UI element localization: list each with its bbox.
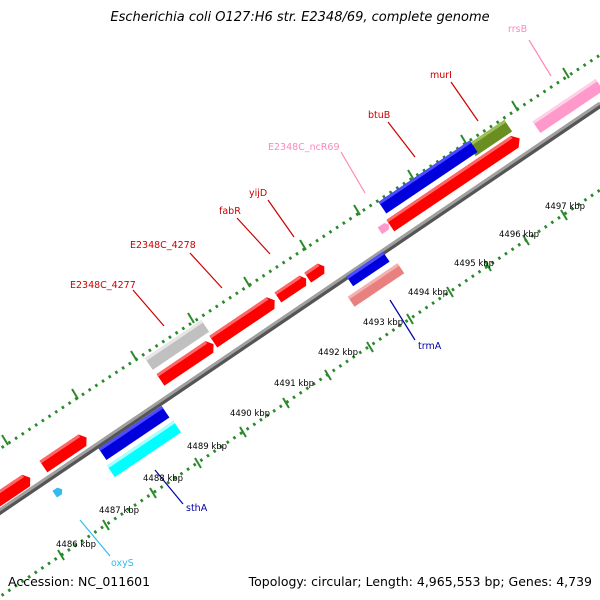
rrsB-gene[interactable] (532, 78, 600, 134)
map-title: Escherichia coli O127:H6 str. E2348/69, … (110, 10, 490, 25)
inner-ring-ticks (57, 209, 568, 561)
downstream-red-gene[interactable] (386, 133, 523, 232)
label-E2348C_4278: E2348C_4278 (130, 240, 196, 251)
genome-backbone-shadow (0, 102, 600, 516)
murI-gene[interactable] (467, 119, 513, 157)
kbp-label-4496: 4496 kbp (499, 230, 539, 240)
yijD-gene[interactable] (304, 261, 327, 283)
kbp-label-4487: 4487 kbp (99, 506, 139, 516)
label-E2348C_ncR69: E2348C_ncR69 (268, 142, 340, 153)
kbp-label-4488: 4488 kbp (143, 474, 183, 484)
oxyS-gene[interactable] (52, 486, 64, 498)
red-gene-4486[interactable] (0, 472, 34, 509)
E2348C_ncR69-gene[interactable] (377, 221, 392, 235)
label-E2348C_4277: E2348C_4277 (70, 280, 136, 291)
kbp-label-4489: 4489 kbp (187, 442, 227, 452)
kbp-label-4486: 4486 kbp (56, 540, 96, 550)
kbp-label-4492: 4492 kbp (318, 348, 358, 358)
trmA-upstream-blue-gene[interactable] (346, 251, 390, 287)
red-gene-4488[interactable] (39, 432, 91, 473)
label-yijD: yijD (249, 188, 267, 199)
topology-text: Topology: circular; Length: 4,965,553 bp… (248, 574, 592, 589)
outer-ring-ticks (1, 67, 570, 446)
label-btuB: btuB (368, 110, 390, 121)
fabR-gene[interactable] (274, 274, 310, 303)
genome-backbone (0, 101, 600, 512)
red-gene-4492[interactable] (156, 338, 218, 386)
kbp-label-4491: 4491 kbp (274, 379, 314, 389)
E2348C_4278-gene[interactable] (209, 295, 278, 348)
kbp-label-4497: 4497 kbp (545, 202, 585, 212)
label-leader-lines (79, 39, 552, 557)
label-oxyS: oxyS (111, 558, 134, 569)
btuB-gene[interactable] (378, 140, 478, 214)
E2348C_4277-gene[interactable] (144, 320, 210, 370)
label-murI: murI (430, 70, 452, 81)
sthA-gene[interactable] (106, 420, 182, 478)
label-sthA: sthA (186, 503, 208, 514)
kbp-label-4490: 4490 kbp (230, 409, 270, 419)
label-fabR: fabR (219, 206, 241, 217)
kbp-label-4493: 4493 kbp (363, 318, 403, 328)
kbp-label-4495: 4495 kbp (454, 259, 494, 269)
blue-gene-4489[interactable] (98, 405, 170, 461)
outer-dotted-ring (0, 53, 600, 451)
accession-text: Accession: NC_011601 (8, 574, 151, 589)
label-trmA: trmA (418, 341, 442, 352)
label-rrsB: rrsB (508, 24, 527, 35)
trmA-gene[interactable] (347, 263, 405, 307)
kbp-label-4494: 4494 kbp (408, 288, 448, 298)
inner-dotted-ring (0, 188, 600, 599)
